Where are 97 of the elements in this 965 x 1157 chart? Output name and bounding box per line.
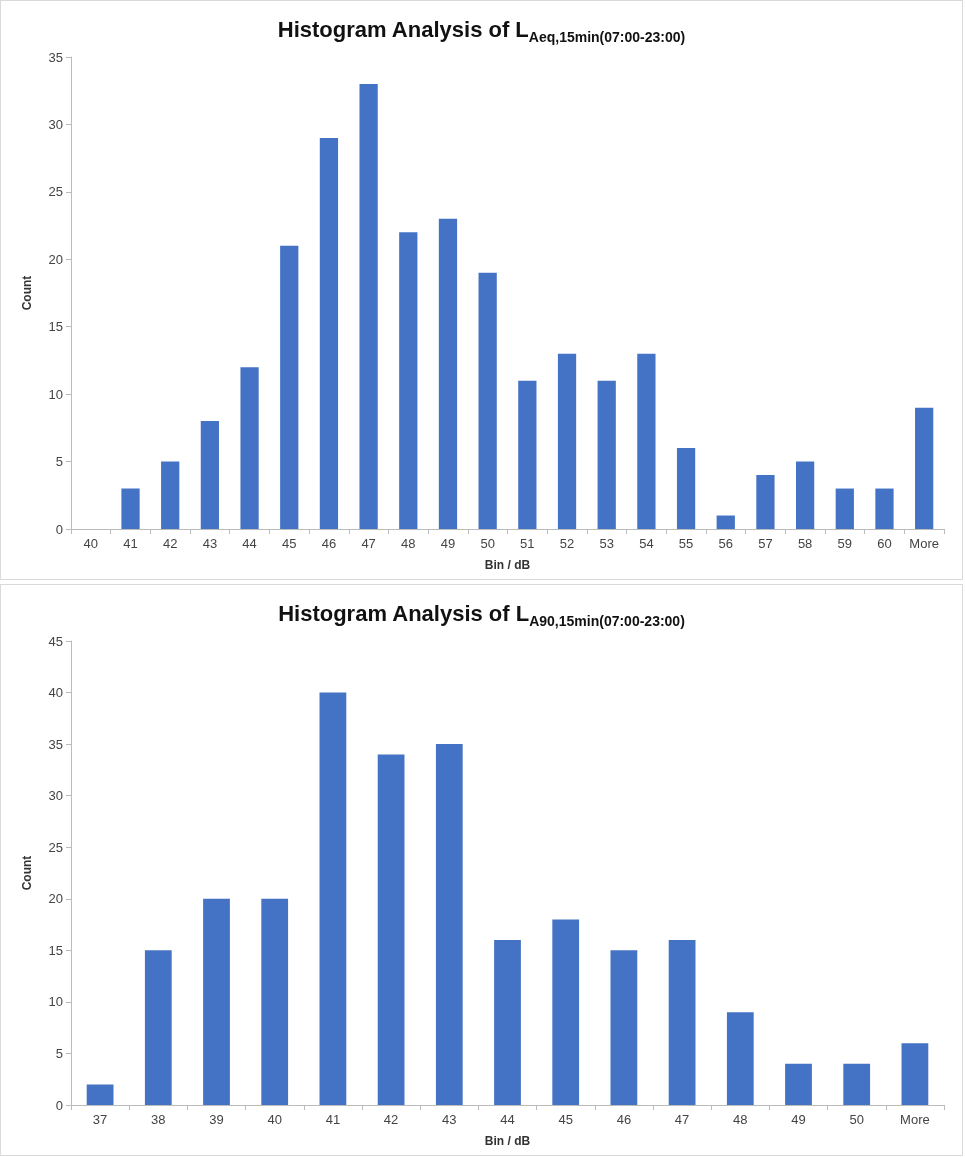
x-tick-label: 38 — [151, 1112, 166, 1127]
x-tick-label: 53 — [599, 536, 614, 551]
x-tick-label: 44 — [500, 1112, 515, 1127]
y-tick-label: 20 — [48, 891, 63, 907]
x-tick-label: 40 — [267, 1112, 282, 1127]
x-tick-label: 42 — [383, 1112, 399, 1127]
x-tick-label: 44 — [242, 536, 257, 551]
x-tick-label: 46 — [321, 536, 337, 551]
x-tick-label: 57 — [758, 536, 773, 551]
bar — [716, 515, 735, 529]
x-tick-label: 45 — [282, 536, 297, 551]
y-tick-label: 45 — [48, 633, 63, 649]
bar — [875, 488, 894, 529]
bar — [795, 461, 815, 529]
x-tick-label: 49 — [440, 536, 456, 551]
y-tick-label: 0 — [55, 1097, 63, 1113]
x-tick-label: 58 — [797, 536, 813, 551]
x-tick-label: 43 — [442, 1112, 457, 1127]
y-tick-label: 15 — [48, 319, 63, 335]
y-tick-label: 10 — [48, 386, 63, 402]
x-tick-label: 43 — [202, 536, 218, 551]
x-tick-label: 40 — [83, 536, 99, 551]
bar — [494, 940, 521, 1105]
y-tick-label: 35 — [48, 49, 63, 65]
bar — [518, 380, 537, 529]
y-tick-label: 10 — [48, 994, 63, 1010]
x-tick-label: 41 — [123, 536, 138, 551]
x-tick-label: 52 — [559, 536, 575, 551]
x-tick-label: 54 — [639, 536, 654, 551]
bar — [478, 272, 497, 529]
bar — [377, 754, 405, 1105]
bar — [843, 1063, 871, 1105]
y-axis-title: Count — [20, 275, 34, 311]
bar — [915, 407, 934, 529]
y-tick-label: 15 — [48, 942, 63, 958]
x-tick-label: 50 — [480, 536, 495, 551]
chart-title: Histogram Analysis of L$_{Aeq,15min(07:00-23:00)}$ — [276, 16, 687, 46]
bar — [203, 898, 230, 1105]
y-tick-label: 5 — [55, 1045, 63, 1061]
x-tick-label: 48 — [733, 1112, 748, 1127]
bar — [280, 245, 299, 529]
bar — [756, 475, 775, 529]
x-axis-title: Bin / dB — [484, 558, 531, 572]
bar — [597, 380, 616, 529]
x-tick-label: 47 — [674, 1112, 690, 1127]
x-tick-label: 50 — [849, 1112, 864, 1127]
bar — [261, 898, 289, 1105]
x-tick-label: 46 — [616, 1112, 632, 1127]
x-tick-label: 59 — [837, 536, 853, 551]
bar — [121, 488, 140, 529]
bar — [240, 367, 259, 529]
y-tick-label: 20 — [48, 251, 63, 267]
x-tick-label: More — [909, 536, 939, 551]
bar — [435, 744, 463, 1105]
x-tick-label: More — [900, 1112, 930, 1127]
x-tick-label: 37 — [92, 1112, 108, 1127]
y-tick-label: 5 — [55, 454, 63, 470]
x-tick-label: 51 — [520, 536, 535, 551]
x-tick-label: 45 — [558, 1112, 573, 1127]
x-axis-title: Bin / dB — [484, 1134, 531, 1148]
x-tick-label: 49 — [791, 1112, 806, 1127]
x-tick-label: 39 — [209, 1112, 224, 1127]
y-tick-label: 0 — [55, 521, 63, 537]
x-tick-label: 48 — [401, 536, 416, 551]
y-tick-label: 35 — [48, 736, 63, 752]
bar — [86, 1084, 114, 1105]
bar — [637, 353, 656, 529]
bar — [200, 421, 220, 529]
bar — [610, 950, 638, 1105]
bar — [552, 919, 580, 1105]
x-tick-label: 42 — [162, 536, 178, 551]
x-tick-label: 47 — [361, 536, 376, 551]
y-axis-title: Count — [20, 855, 34, 891]
y-tick-label: 30 — [48, 116, 63, 132]
bar — [901, 1043, 929, 1105]
bar — [668, 940, 696, 1105]
bar — [726, 1012, 754, 1105]
bar — [557, 353, 577, 529]
x-tick-label: 56 — [718, 536, 733, 551]
bar — [835, 488, 854, 529]
y-tick-label: 25 — [48, 839, 63, 855]
x-tick-label: 60 — [877, 536, 892, 551]
chart-title: Histogram Analysis of L$_{A90,15min(07:00-23:00)}$ — [277, 600, 686, 630]
bar — [319, 692, 347, 1105]
bar — [359, 83, 378, 529]
x-tick-label: 41 — [325, 1112, 341, 1127]
y-tick-label: 40 — [48, 685, 63, 701]
bar — [144, 950, 172, 1105]
bar — [161, 461, 180, 529]
bar — [399, 232, 418, 529]
y-tick-label: 30 — [48, 788, 63, 804]
bar — [319, 137, 339, 529]
bar — [785, 1063, 812, 1105]
bar — [676, 448, 696, 529]
y-tick-label: 25 — [48, 184, 63, 200]
bar — [438, 218, 458, 529]
x-tick-label: 55 — [678, 536, 694, 551]
